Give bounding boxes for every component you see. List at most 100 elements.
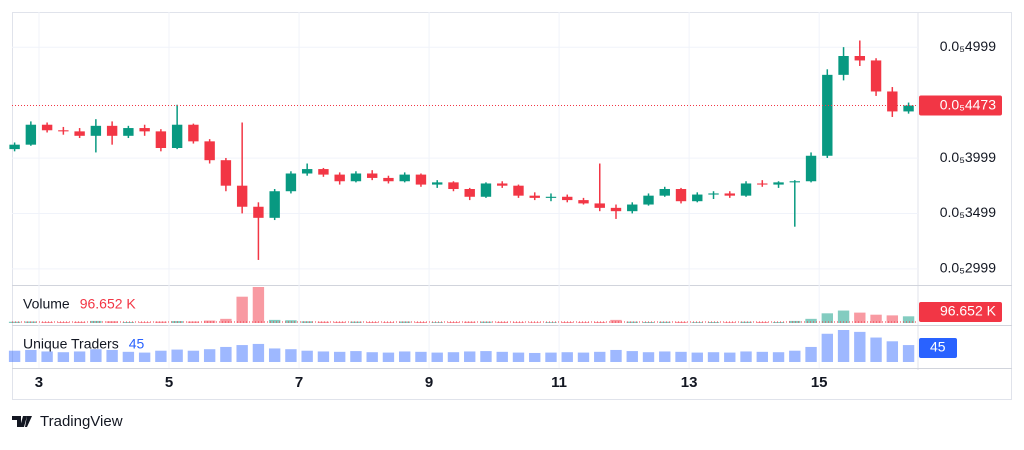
candle-body xyxy=(870,60,882,92)
volume-bar xyxy=(317,321,330,323)
traders-bar xyxy=(724,352,736,362)
volume-bar xyxy=(90,320,102,323)
volume-bar xyxy=(155,321,167,323)
traders-bar xyxy=(317,351,330,362)
traders-bar xyxy=(106,349,118,362)
volume-bar xyxy=(642,322,655,323)
traders-bar xyxy=(626,351,638,362)
traders-bar xyxy=(464,351,476,362)
traders-bar xyxy=(138,352,151,362)
volume-bar xyxy=(707,322,720,323)
x-tick-label: 13 xyxy=(681,374,698,391)
traders-bar xyxy=(399,351,411,362)
traders-bar xyxy=(772,352,785,362)
volume-badge-label: 96.652 K xyxy=(940,303,997,319)
volume-bar xyxy=(480,321,492,323)
traders-bar xyxy=(90,349,102,362)
candle-body xyxy=(334,174,345,182)
traders-badge xyxy=(919,338,957,358)
traders-bar xyxy=(789,350,801,362)
candle-body xyxy=(74,131,85,136)
last-price-label: 0.0₅4473 xyxy=(940,96,996,112)
candle-body xyxy=(318,169,329,175)
traders-bar xyxy=(545,352,557,362)
volume-bar xyxy=(285,320,297,323)
candle-body xyxy=(480,183,492,197)
volume-bar xyxy=(73,321,86,323)
traders-bar xyxy=(756,351,768,362)
candle-body xyxy=(757,183,768,185)
volume-bar xyxy=(301,321,313,323)
x-tick-label: 11 xyxy=(551,374,567,391)
traders-bar xyxy=(171,349,183,362)
candle-body xyxy=(383,177,394,182)
traders-bar xyxy=(155,350,167,362)
candle-body xyxy=(513,185,524,196)
candle-body xyxy=(643,195,654,205)
candle-body xyxy=(838,56,849,75)
chart-frame xyxy=(12,12,1012,400)
traders-bar xyxy=(203,349,216,362)
volume-bar xyxy=(772,322,785,323)
candle-body xyxy=(350,173,362,182)
volume-bar xyxy=(122,322,135,323)
volume-bar xyxy=(610,319,622,323)
traders-bar xyxy=(805,346,817,362)
volume-bar xyxy=(805,318,817,323)
candle-body xyxy=(9,144,20,150)
volume-bar xyxy=(854,312,866,323)
candle-body xyxy=(366,173,378,178)
traders-bar xyxy=(512,352,525,362)
volume-bar xyxy=(691,322,703,323)
traders-bar xyxy=(431,352,443,362)
volume-bar xyxy=(447,322,460,323)
last-price-badge xyxy=(919,95,1002,116)
candle-body xyxy=(399,174,410,182)
candle-body xyxy=(708,193,719,195)
volume-bar xyxy=(821,313,833,323)
volume-bar xyxy=(268,319,281,323)
candle-body xyxy=(58,130,69,132)
candle-body xyxy=(789,181,800,183)
volume-bar xyxy=(496,321,508,323)
y-tick-label: 0.0₅3999 xyxy=(940,149,996,165)
traders-bar xyxy=(285,349,297,362)
legend-value: 45 xyxy=(129,336,145,352)
volume-bar xyxy=(203,320,216,323)
traders-bar xyxy=(870,337,882,362)
y-tick-label: 0.0₅2999 xyxy=(940,260,996,276)
traders-bar xyxy=(561,352,573,362)
candle-body xyxy=(740,183,752,196)
traders-bar xyxy=(707,352,720,362)
candle-body xyxy=(659,189,670,196)
volume-bar xyxy=(8,321,21,323)
traders-bar xyxy=(8,350,21,362)
volume-bar xyxy=(382,322,395,323)
volume-bar xyxy=(399,321,411,323)
traders-bar xyxy=(577,352,590,362)
candle-body xyxy=(155,131,167,149)
legend-label: Volume xyxy=(23,296,70,312)
candle-body xyxy=(545,196,557,198)
traders-bar xyxy=(642,352,655,362)
candle-body xyxy=(675,189,687,202)
volume-bar xyxy=(350,321,362,323)
traders-bar xyxy=(333,351,346,362)
traders-bar xyxy=(25,349,37,362)
traders-bar xyxy=(837,330,850,362)
volume-bar xyxy=(626,321,638,323)
volume-bar xyxy=(545,322,557,323)
candle-body xyxy=(627,204,638,212)
traders-bar xyxy=(610,349,622,362)
traders-bar xyxy=(268,348,281,362)
candle-body xyxy=(529,195,540,198)
traders-bar xyxy=(594,351,606,362)
candle-body xyxy=(822,74,833,156)
traders-bar xyxy=(236,345,248,362)
candle-body xyxy=(269,191,280,218)
volume-bar xyxy=(870,314,882,323)
candle-body xyxy=(171,124,183,149)
candle-body xyxy=(236,185,248,207)
volume-bar xyxy=(366,322,378,323)
